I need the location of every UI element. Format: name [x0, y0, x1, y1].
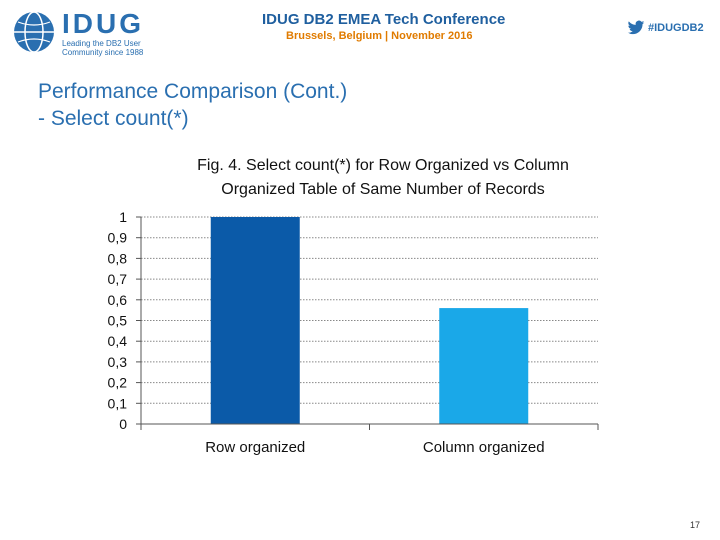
globe-icon — [14, 11, 54, 53]
idug-logo: IDUG Leading the DB2 User Community sinc… — [12, 8, 162, 57]
y-tick-label: 1 — [119, 209, 127, 225]
y-tick-label: 0,2 — [108, 375, 128, 391]
bar-row-organized — [210, 217, 300, 424]
x-category-label: Column organized — [423, 439, 545, 456]
logo-tagline-line2: Community since 1988 — [62, 48, 144, 57]
y-axis: 0 0,1 0,2 0,3 0,4 0,5 0,6 0,7 0,8 0,9 1 — [108, 209, 142, 432]
y-tick-label: 0,1 — [108, 395, 128, 411]
hashtag-text: #IDUGDB2 — [648, 22, 704, 34]
conference-header: IDUG Leading the DB2 User Community sinc… — [0, 0, 720, 60]
y-tick-label: 0,5 — [108, 313, 128, 329]
chart-title-line1: Fig. 4. Select count(*) for Row Organize… — [197, 157, 569, 174]
x-axis: Row organized Column organized — [140, 423, 599, 456]
bar-column-organized — [439, 308, 529, 424]
chart-title-line2: Organized Table of Same Number of Record… — [221, 181, 544, 198]
y-tick-label: 0,8 — [108, 250, 128, 266]
slide-title-line1: Performance Comparison (Cont.) — [38, 80, 348, 103]
twitter-bird-icon — [627, 20, 645, 35]
page-number: 17 — [690, 520, 701, 530]
x-category-label: Row organized — [205, 439, 305, 456]
y-tick-label: 0 — [119, 416, 127, 432]
conference-location: Brussels, Belgium | November 2016 — [286, 30, 473, 42]
logo-tagline-line1: Leading the DB2 User — [62, 39, 141, 48]
conference-title: IDUG DB2 EMEA Tech Conference — [262, 11, 506, 28]
twitter-hashtag: #IDUGDB2 — [627, 18, 704, 38]
y-tick-label: 0,4 — [108, 333, 128, 349]
chart-bars — [210, 217, 529, 424]
y-tick-label: 0,3 — [108, 354, 128, 370]
slide-title-line2: - Select count(*) — [38, 107, 189, 130]
y-tick-label: 0,6 — [108, 292, 128, 308]
slide-title: Performance Comparison (Cont.) - Select … — [38, 78, 347, 132]
y-tick-label: 0,7 — [108, 271, 128, 287]
logo-wordmark: IDUG — [62, 8, 144, 39]
y-tick-label: 0,9 — [108, 230, 128, 246]
chart-gridlines — [141, 216, 598, 404]
logo-tagline: Leading the DB2 User Community since 198… — [62, 39, 172, 57]
